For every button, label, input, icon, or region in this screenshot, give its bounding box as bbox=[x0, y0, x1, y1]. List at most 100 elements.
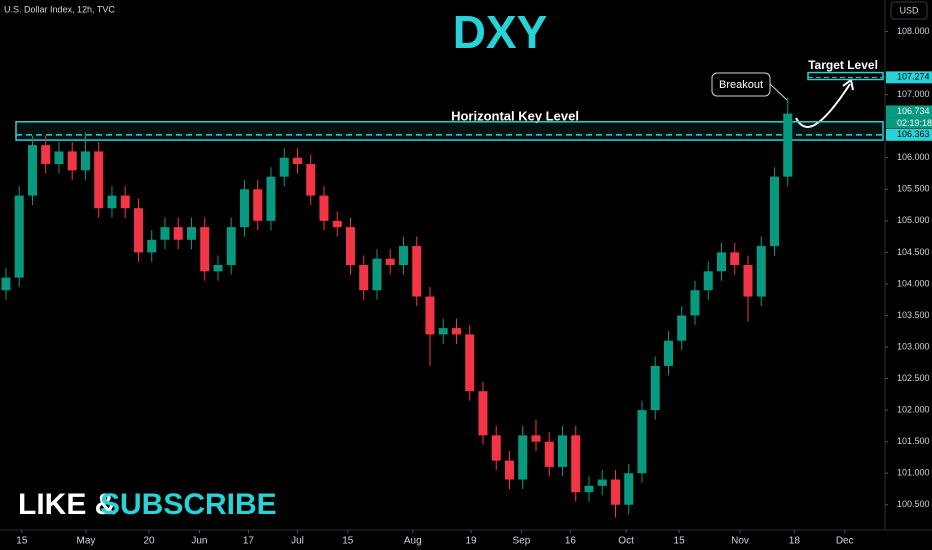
key-level-box bbox=[15, 121, 884, 141]
candle-body bbox=[743, 265, 753, 297]
x-tick-label: 19 bbox=[465, 536, 477, 547]
candle-body bbox=[624, 473, 634, 505]
candle-body bbox=[147, 239, 157, 253]
candle-body bbox=[703, 271, 713, 291]
candle-body bbox=[80, 151, 90, 171]
currency-label[interactable]: USD bbox=[899, 5, 919, 15]
y-tick-label: 100.500 bbox=[897, 499, 930, 509]
candle-body bbox=[769, 176, 779, 247]
candle-body bbox=[465, 334, 475, 392]
breakout-label: Breakout bbox=[719, 79, 763, 91]
candle-body bbox=[345, 227, 355, 265]
candle-body bbox=[398, 246, 408, 265]
x-tick-label: May bbox=[77, 536, 96, 547]
x-tick-label: 15 bbox=[16, 536, 28, 547]
y-tick-label: 107.000 bbox=[897, 89, 930, 99]
candle-body bbox=[716, 252, 726, 272]
currency-button[interactable] bbox=[890, 1, 928, 20]
candle-body bbox=[438, 328, 448, 335]
candle-body bbox=[359, 265, 369, 291]
y-tick-label: 103.500 bbox=[897, 310, 930, 320]
target-level-box bbox=[807, 71, 884, 81]
x-tick-label: Dec bbox=[836, 536, 854, 547]
candle-body bbox=[107, 195, 117, 209]
last-price-label: 106.734 bbox=[897, 106, 930, 116]
cta-subscribe: SUBSCRIBE bbox=[100, 488, 277, 521]
candle-body bbox=[239, 189, 249, 228]
candle-body bbox=[372, 258, 382, 291]
x-tick-label: 20 bbox=[144, 536, 156, 547]
y-tick-label: 104.000 bbox=[897, 278, 930, 288]
candle-body bbox=[133, 208, 143, 253]
candle-body bbox=[425, 296, 435, 335]
x-tick-label: Oct bbox=[618, 536, 634, 547]
target-level-label: Target Level bbox=[808, 58, 878, 72]
x-tick-label: 18 bbox=[789, 536, 801, 547]
candle-body bbox=[478, 391, 488, 436]
candle-body bbox=[253, 189, 263, 221]
candle-body bbox=[292, 157, 302, 165]
candle-body bbox=[610, 479, 620, 505]
candle-body bbox=[584, 485, 594, 493]
y-tick-label: 105.500 bbox=[897, 184, 930, 194]
candle-body bbox=[663, 340, 673, 366]
y-tick-label: 108.000 bbox=[897, 26, 930, 36]
candle-body bbox=[637, 410, 647, 474]
candle-body bbox=[412, 246, 422, 297]
key-level-label: Horizontal Key Level bbox=[451, 108, 579, 123]
candle-body bbox=[756, 246, 766, 297]
candle-body bbox=[650, 365, 660, 411]
y-tick-label: 102.500 bbox=[897, 373, 930, 383]
candle-body bbox=[730, 252, 740, 265]
x-tick-label: 16 bbox=[565, 536, 577, 547]
candle-body bbox=[544, 441, 554, 467]
candle-body bbox=[306, 164, 316, 196]
x-tick-label: Aug bbox=[404, 536, 422, 547]
candle-body bbox=[518, 435, 528, 480]
countdown-label: 02:19:18 bbox=[897, 118, 932, 128]
y-tick-label: 101.000 bbox=[897, 468, 930, 478]
candle-body bbox=[266, 176, 276, 221]
candle-body bbox=[319, 195, 329, 221]
callout-pointer bbox=[769, 83, 788, 101]
candle-body bbox=[783, 113, 793, 177]
candle-body bbox=[279, 157, 289, 177]
candle-body bbox=[677, 315, 687, 341]
symbol-label: U.S. Dollar Index, 12h, TVC bbox=[4, 4, 115, 14]
key-price-label: 106.363 bbox=[897, 129, 930, 139]
candle-body bbox=[200, 227, 210, 272]
x-tick-label: 17 bbox=[243, 536, 255, 547]
candle-body bbox=[213, 265, 223, 272]
y-tick-label: 104.500 bbox=[897, 247, 930, 257]
candle-body bbox=[27, 145, 37, 196]
y-tick-label: 101.500 bbox=[897, 436, 930, 446]
y-tick-label: 103.000 bbox=[897, 341, 930, 351]
x-tick-label: Jul bbox=[291, 536, 304, 547]
countdown-bg bbox=[886, 117, 932, 129]
candle-body bbox=[531, 435, 541, 442]
candle-body bbox=[41, 145, 51, 165]
x-tick-label: Nov bbox=[731, 536, 749, 547]
cta-like: LIKE & bbox=[18, 488, 116, 521]
y-tick-label: 105.000 bbox=[897, 215, 930, 225]
chart-title: DXY bbox=[453, 6, 548, 58]
candle-body bbox=[597, 479, 607, 486]
candle-body bbox=[54, 151, 64, 165]
x-tick-label: Jun bbox=[191, 536, 207, 547]
target-price-label: 107.274 bbox=[897, 72, 930, 82]
candle-body bbox=[173, 227, 183, 240]
candle-body bbox=[160, 227, 170, 240]
target-price-label-bg bbox=[886, 71, 932, 84]
candle-body bbox=[385, 258, 395, 265]
candle-body bbox=[557, 435, 567, 467]
y-tick-label: 106.000 bbox=[897, 152, 930, 162]
candle-body bbox=[14, 195, 24, 278]
candle-body bbox=[120, 195, 130, 209]
candle-body bbox=[491, 435, 501, 461]
last-price-label-bg bbox=[886, 105, 932, 118]
candle-body bbox=[186, 227, 196, 240]
candle-body bbox=[690, 290, 700, 316]
x-tick-label: Sep bbox=[513, 536, 531, 547]
